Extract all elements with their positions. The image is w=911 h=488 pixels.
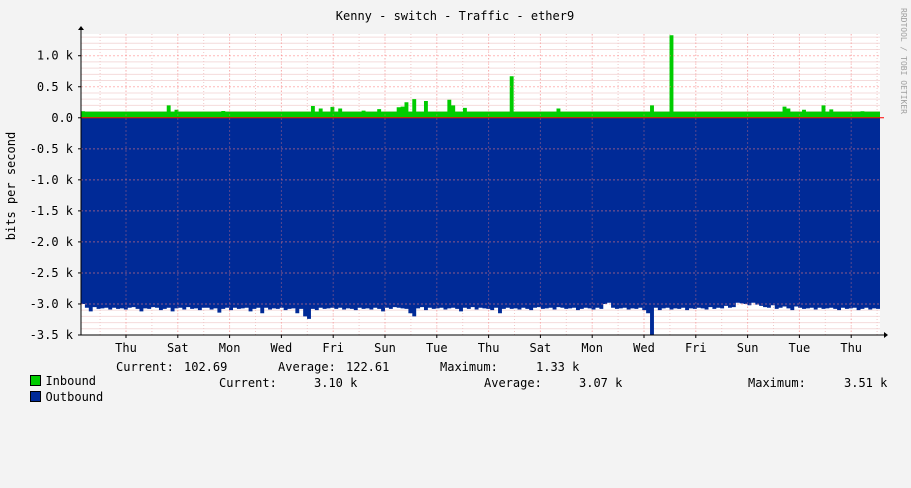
inbound-current-value: 102.69 (184, 360, 228, 374)
inbound-current-label: Current: (116, 360, 174, 374)
y-tick-label: -3.5 k (30, 328, 74, 342)
traffic-chart: Kenny - switch - Traffic - ether9 bits p… (4, 8, 908, 355)
x-axis-arrow (884, 332, 888, 338)
x-tick-label: Sun (374, 341, 396, 355)
y-tick-label: -2.5 k (30, 266, 74, 280)
x-tick-label: Mon (219, 341, 241, 355)
inbound-average-value: 122.61 (346, 360, 390, 374)
x-tick-label: Wed (271, 341, 293, 355)
x-tick-label: Thu (840, 341, 862, 355)
x-tick-label: Sat (530, 341, 552, 355)
legend-outbound: Outbound Current: 3.10 k Average: 3.07 k… (16, 376, 887, 404)
y-tick-label: -2.0 k (30, 235, 74, 249)
inbound-maximum-value: 1.33 k (536, 360, 580, 374)
outbound-swatch (30, 391, 42, 402)
x-tick-label: Mon (581, 341, 603, 355)
y-tick-label: -1.0 k (30, 173, 74, 187)
rrd-graph: { "chart_data": { "type": "area", "title… (4, 8, 908, 404)
y-tick-label: 0.5 k (37, 80, 74, 94)
outbound-area (81, 117, 880, 335)
x-tick-label: Wed (633, 341, 655, 355)
chart-title: Kenny - switch - Traffic - ether9 (336, 9, 574, 23)
outbound-maximum-value: 3.51 k (844, 376, 888, 390)
y-tick-label: -1.5 k (30, 204, 74, 218)
x-tick-label: Tue (789, 341, 811, 355)
y-tick-label: -0.5 k (30, 142, 74, 156)
outbound-average-value: 3.07 k (579, 376, 623, 390)
x-tick-label: Fri (685, 341, 707, 355)
plot-area: 1.0 k 0.5 k 0.0 -0.5 k -1.0 k -1.5 k -2.0 k -2.… (30, 26, 888, 355)
y-axis-label: bits per second (4, 132, 18, 240)
y-axis-arrow (78, 26, 84, 30)
inbound-maximum-label: Maximum: (440, 360, 498, 374)
x-tick-label: Thu (478, 341, 500, 355)
outbound-name: Outbound (45, 390, 104, 404)
x-tick-label: Thu (115, 341, 137, 355)
inbound-swatch (30, 375, 42, 386)
inbound-average-label: Average: (278, 360, 336, 374)
outbound-current-label: Current: (219, 376, 277, 390)
x-tick-label: Fri (322, 341, 344, 355)
legend-inbound: Inbound Current: 102.69 Average: 122.61 … (16, 360, 579, 388)
outbound-current-value: 3.10 k (314, 376, 358, 390)
inbound-name: Inbound (45, 374, 97, 388)
outbound-average-label: Average: (484, 376, 542, 390)
x-tick-label: Tue (426, 341, 448, 355)
y-tick-label: -3.0 k (30, 297, 74, 311)
outbound-maximum-label: Maximum: (748, 376, 806, 390)
y-tick-label: 1.0 k (37, 49, 74, 63)
x-tick-label: Sat (167, 341, 189, 355)
x-tick-label: Sun (737, 341, 759, 355)
y-tick-label: 0.0 (51, 111, 73, 125)
rrdtool-watermark: RRDTOOL / TOBI OETIKER (899, 8, 908, 114)
